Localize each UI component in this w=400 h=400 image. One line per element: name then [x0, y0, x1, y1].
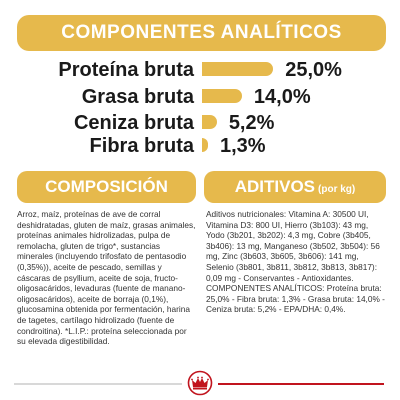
analytic-bar: [202, 138, 208, 152]
analytics-title-banner: COMPONENTES ANALÍTICOS: [17, 15, 386, 51]
analytics-title: COMPONENTES ANALÍTICOS: [61, 22, 342, 43]
footer-divider-left: [14, 383, 182, 385]
analytic-value: 5,2%: [228, 112, 275, 134]
composition-title: COMPOSICIÓN: [45, 177, 168, 196]
analytic-row-ash: Ceniza bruta 5,2%: [0, 110, 400, 136]
analytic-bar: [202, 89, 242, 103]
additives-title: ADITIVOS: [234, 177, 316, 196]
analytic-value: 25,0%: [285, 59, 342, 81]
analytic-bar: [202, 115, 217, 129]
analytic-row-fiber: Fibra bruta 1,3%: [0, 133, 400, 159]
analytic-label: Ceniza bruta: [73, 112, 194, 134]
composition-text: Arroz, maíz, proteínas de ave de corral …: [17, 209, 196, 347]
analytic-value: 14,0%: [253, 86, 311, 108]
analytic-value: 1,3%: [220, 135, 266, 157]
analytic-row-protein: Proteína bruta 25,0%: [0, 57, 400, 83]
additives-text: Aditivos nutricionales: Vitamina A: 3050…: [206, 209, 385, 315]
royal-canin-crown-icon: [187, 370, 213, 396]
additives-header: ADITIVOS (por kg): [204, 171, 386, 203]
footer-logo: [0, 364, 400, 400]
composition-header: COMPOSICIÓN: [17, 171, 196, 203]
additives-unit: (por kg): [318, 183, 356, 195]
analytic-label: Grasa bruta: [81, 86, 194, 108]
analytic-label: Proteína bruta: [58, 59, 194, 81]
analytic-row-fat: Grasa bruta 14,0%: [0, 84, 400, 110]
analytic-bar: [202, 62, 274, 76]
footer-divider-right: [218, 383, 384, 385]
analytic-label: Fibra bruta: [89, 135, 194, 157]
